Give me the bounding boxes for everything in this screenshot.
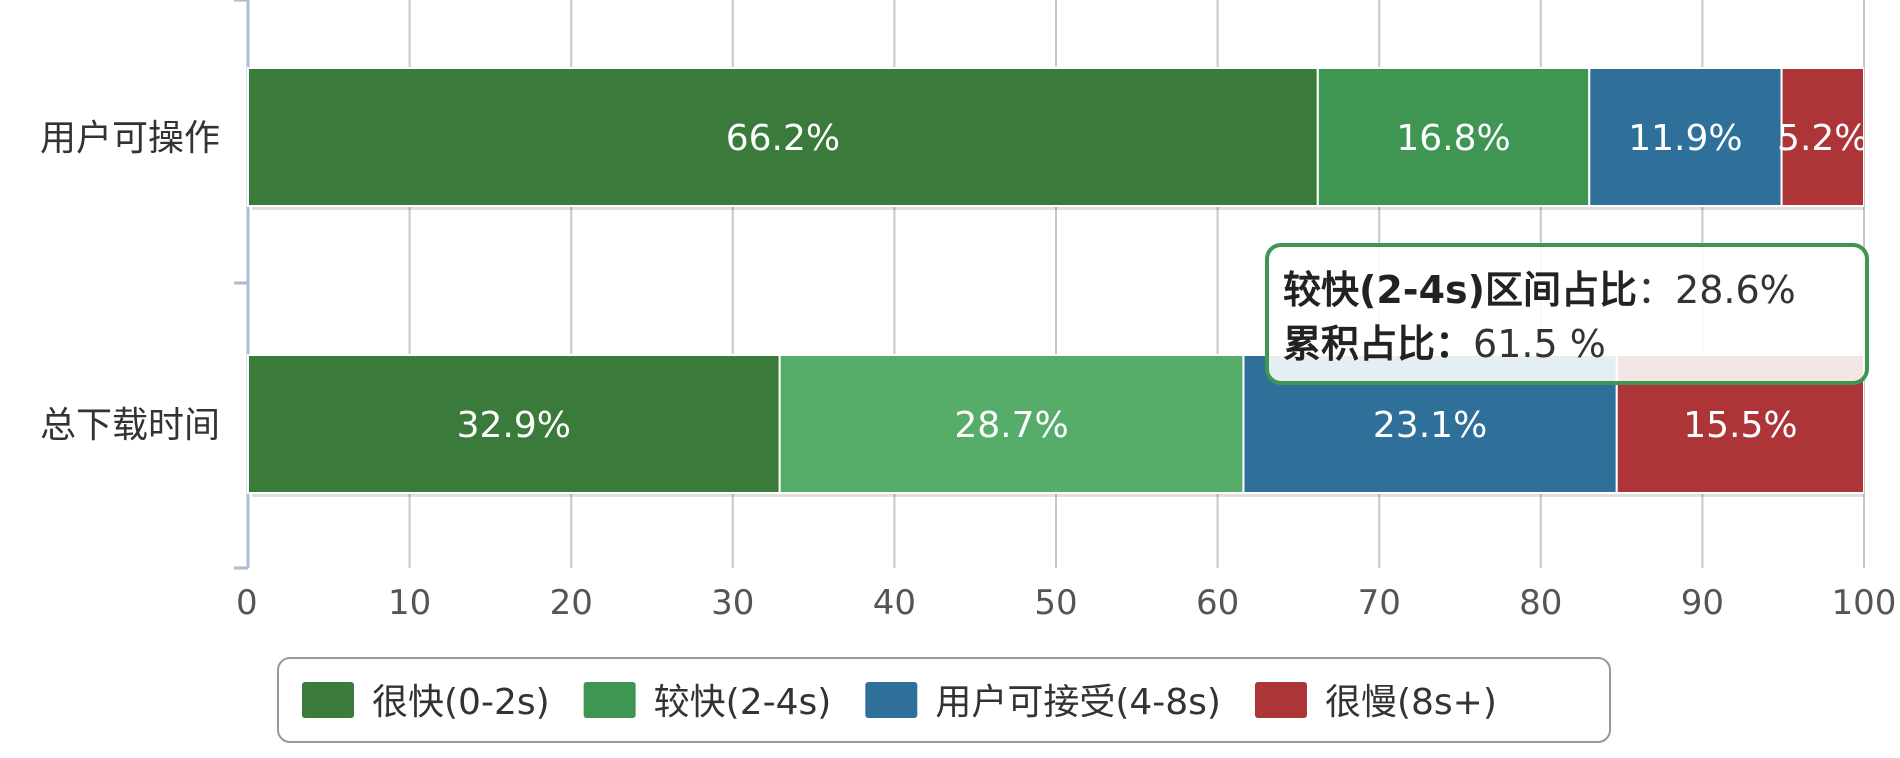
- bar-data-label: 15.5%: [1683, 405, 1797, 446]
- x-tick-label: 90: [1681, 583, 1724, 623]
- bar-data-label: 5.2%: [1777, 118, 1868, 159]
- bar-segment[interactable]: [247, 67, 1319, 207]
- tooltip-cumulative-value: 61.5 %: [1473, 322, 1606, 366]
- bar-data-label: 11.9%: [1628, 118, 1742, 159]
- category-label: 总下载时间: [40, 405, 220, 446]
- legend-label: 很快(0-2s): [372, 682, 550, 723]
- x-tick-label: 50: [1034, 583, 1077, 623]
- x-tick-label: 60: [1196, 583, 1239, 623]
- tooltip-separator: ：: [1637, 268, 1675, 312]
- legend-label: 很慢(8s+): [1325, 682, 1497, 723]
- x-tick-label: 70: [1358, 583, 1401, 623]
- legend-swatch: [583, 682, 636, 718]
- legend-item[interactable]: 很慢(8s+): [1254, 682, 1497, 723]
- legend-swatch: [865, 682, 918, 718]
- legend-label: 用户可接受(4-8s): [935, 682, 1221, 723]
- legend: 很快(0-2s) 较快(2-4s) 用户可接受(4-8s) 很慢(8s+): [277, 657, 1611, 743]
- bar-segment[interactable]: [1780, 67, 1864, 207]
- bar-data-label: 28.7%: [954, 405, 1068, 446]
- bar-data-label: 32.9%: [457, 405, 571, 446]
- bar-data-label: 23.1%: [1373, 405, 1487, 446]
- tooltip-box: [1265, 243, 1869, 385]
- category-axis: [234, 0, 250, 570]
- bar-segment[interactable]: [1588, 67, 1783, 207]
- tooltip-cumulative-key: 累积占比：: [1283, 322, 1473, 366]
- x-tick-labels: 0 10 20 30 40 50 60 70 80 90 100: [236, 583, 1896, 623]
- x-tick-label: 10: [388, 583, 431, 623]
- x-tick-label: 30: [711, 583, 754, 623]
- bar-segment[interactable]: [247, 354, 781, 494]
- x-tick-label: 80: [1519, 583, 1562, 623]
- legend-swatch: [1254, 682, 1307, 718]
- legend-item[interactable]: 很快(0-2s): [302, 682, 550, 723]
- bar-segment[interactable]: [778, 354, 1245, 494]
- legend-box: [277, 657, 1611, 743]
- legend-swatch: [302, 682, 354, 718]
- bar-data-label: 16.8%: [1396, 118, 1510, 159]
- legend-item[interactable]: 较快(2-4s): [583, 682, 832, 723]
- tooltip-line-1: 较快(2-4s)区间占比：28.6%: [1283, 268, 1796, 312]
- legend-label: 较快(2-4s): [654, 682, 832, 723]
- tooltip-series-value: 28.6%: [1675, 268, 1796, 312]
- x-tick-label: 0: [236, 583, 258, 623]
- x-tick-label: 40: [873, 583, 916, 623]
- category-label: 用户可操作: [40, 118, 220, 159]
- tooltip-line-2: 累积占比：61.5 %: [1283, 322, 1606, 366]
- x-tick-label: 100: [1832, 583, 1897, 623]
- tooltip: 较快(2-4s)区间占比：28.6% 累积占比：61.5 %: [1265, 243, 1869, 385]
- legend-item[interactable]: 用户可接受(4-8s): [865, 682, 1221, 723]
- bar-segment[interactable]: [1316, 67, 1591, 207]
- bar-data-label: 66.2%: [726, 118, 840, 159]
- tooltip-series-key: 较快(2-4s)区间占比: [1283, 268, 1637, 312]
- x-tick-label: 20: [550, 583, 593, 623]
